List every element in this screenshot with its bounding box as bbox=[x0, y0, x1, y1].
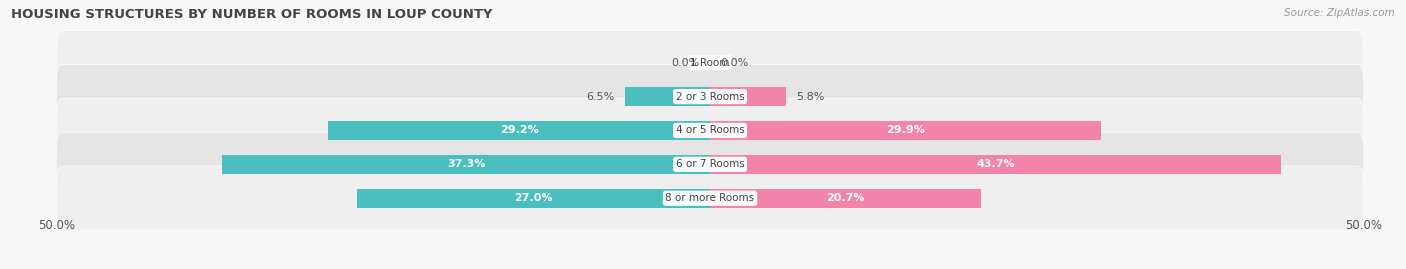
Bar bbox=[626, 87, 710, 106]
Text: 6.5%: 6.5% bbox=[586, 91, 614, 102]
Bar bbox=[222, 155, 710, 174]
Bar bbox=[710, 155, 1281, 174]
Text: 20.7%: 20.7% bbox=[827, 193, 865, 203]
FancyBboxPatch shape bbox=[56, 64, 1364, 129]
Text: 29.9%: 29.9% bbox=[886, 125, 925, 136]
Text: 4 or 5 Rooms: 4 or 5 Rooms bbox=[676, 125, 744, 136]
Text: 0.0%: 0.0% bbox=[671, 58, 700, 68]
Text: Source: ZipAtlas.com: Source: ZipAtlas.com bbox=[1284, 8, 1395, 18]
Text: 6 or 7 Rooms: 6 or 7 Rooms bbox=[676, 159, 744, 169]
Text: 8 or more Rooms: 8 or more Rooms bbox=[665, 193, 755, 203]
Text: HOUSING STRUCTURES BY NUMBER OF ROOMS IN LOUP COUNTY: HOUSING STRUCTURES BY NUMBER OF ROOMS IN… bbox=[11, 8, 492, 21]
Text: 2 or 3 Rooms: 2 or 3 Rooms bbox=[676, 91, 744, 102]
Text: 0.0%: 0.0% bbox=[720, 58, 749, 68]
Bar bbox=[710, 87, 786, 106]
Text: 43.7%: 43.7% bbox=[976, 159, 1015, 169]
Text: 37.3%: 37.3% bbox=[447, 159, 485, 169]
Text: 5.8%: 5.8% bbox=[796, 91, 825, 102]
FancyBboxPatch shape bbox=[56, 132, 1364, 197]
Bar bbox=[328, 121, 710, 140]
FancyBboxPatch shape bbox=[56, 30, 1364, 95]
Text: 29.2%: 29.2% bbox=[499, 125, 538, 136]
Text: 27.0%: 27.0% bbox=[515, 193, 553, 203]
FancyBboxPatch shape bbox=[56, 98, 1364, 163]
Bar bbox=[710, 189, 981, 208]
FancyBboxPatch shape bbox=[56, 166, 1364, 231]
Bar bbox=[357, 189, 710, 208]
Text: 1 Room: 1 Room bbox=[690, 58, 730, 68]
Bar bbox=[710, 121, 1101, 140]
